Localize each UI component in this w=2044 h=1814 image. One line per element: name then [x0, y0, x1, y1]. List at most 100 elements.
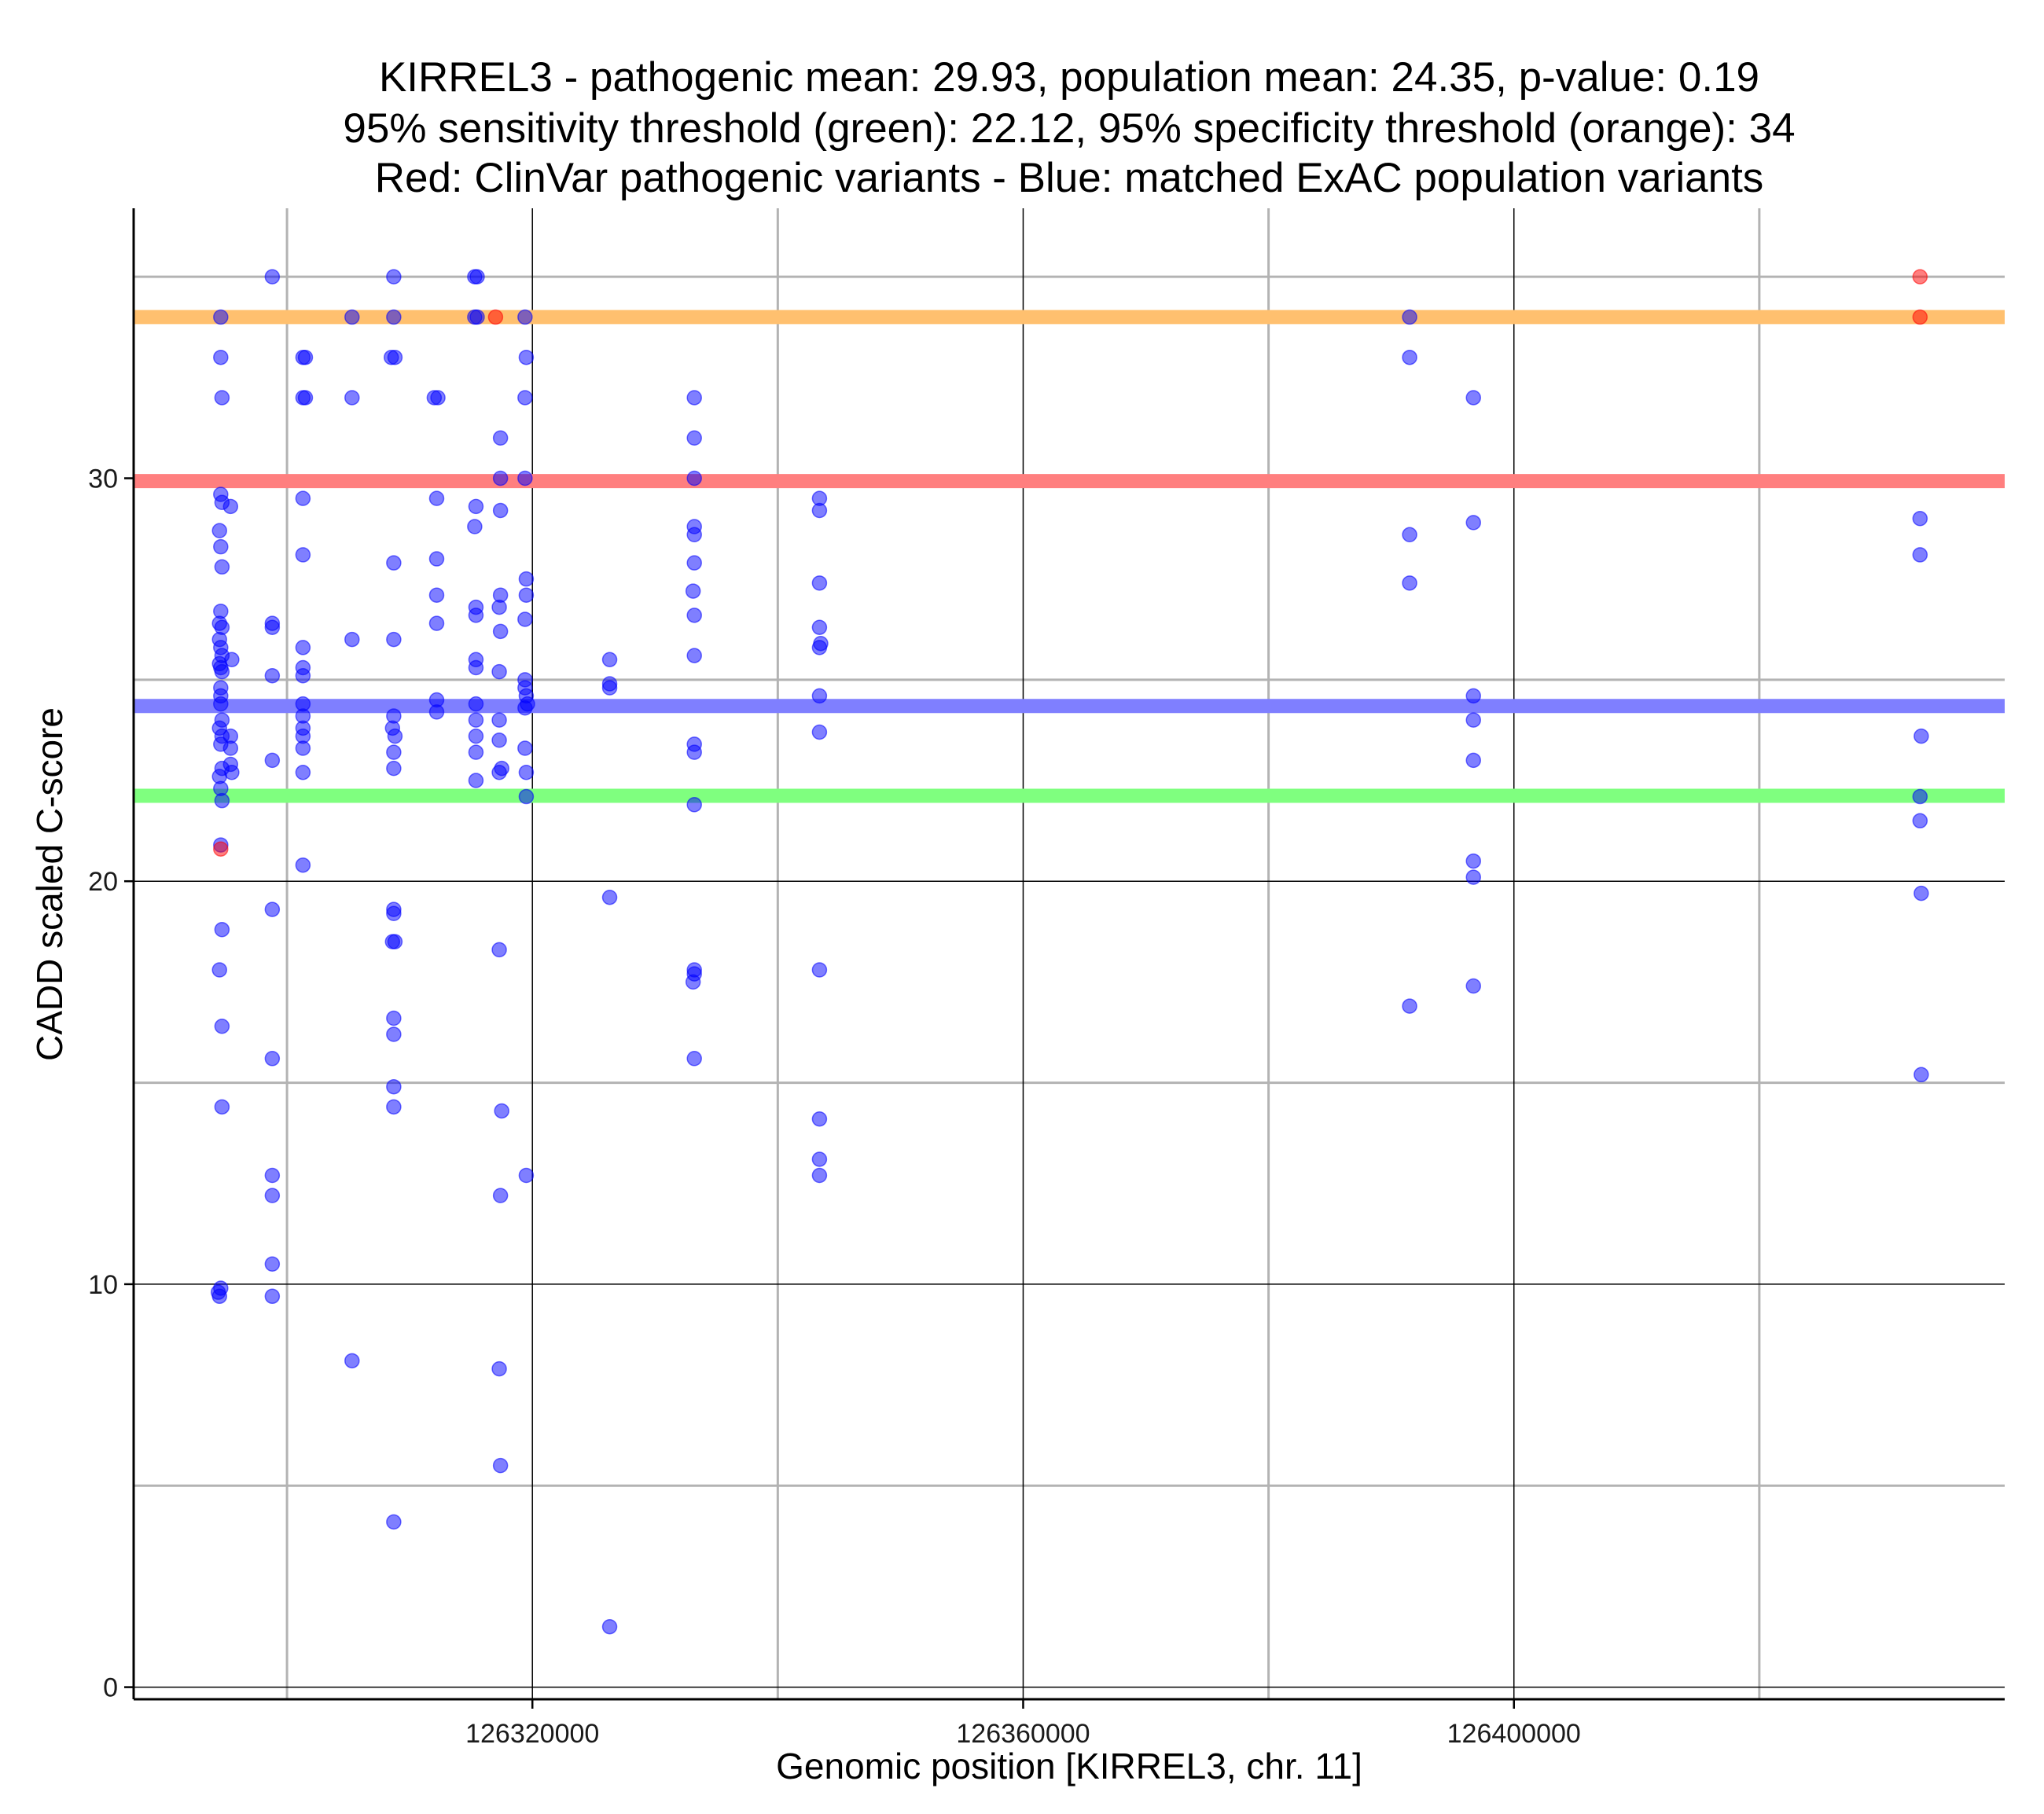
population-variant-point: [811, 640, 828, 655]
population-variant-point: [1465, 515, 1481, 531]
population-variant-point: [428, 704, 445, 720]
population-variant-point: [469, 269, 485, 285]
population-variant-point: [492, 1457, 509, 1474]
population-variant-point: [601, 652, 618, 667]
population-variant-point: [518, 788, 535, 805]
population-variant-point: [517, 611, 533, 627]
population-variant-point: [686, 1051, 702, 1067]
population-variant-point: [1402, 527, 1417, 543]
population-variant-point: [428, 551, 445, 567]
population-variant-point: [1402, 349, 1417, 365]
grid-lines: [134, 208, 2005, 1699]
population-variant-point: [386, 1514, 402, 1530]
population-variant-point: [264, 1167, 281, 1184]
population-variant-point: [214, 1019, 230, 1034]
population-variant-point: [811, 1111, 828, 1127]
pathogenic-variant-point: [213, 841, 229, 857]
chart-title-line-2: 95% sensitivity threshold (green): 22.12…: [343, 105, 1796, 152]
threshold-lines: [134, 310, 2005, 803]
population-variant-point: [1465, 390, 1481, 406]
population-variant-point: [686, 797, 702, 813]
population-variant-point: [213, 538, 229, 555]
population-variant-point: [517, 470, 533, 487]
chart-title-line-3: Red: ClinVar pathogenic variants - Blue:…: [374, 155, 1764, 201]
population-variant-point: [213, 349, 229, 365]
population-variant-point: [491, 733, 507, 748]
population-variant-point: [1465, 752, 1481, 769]
pathogenic-variant-point: [1912, 309, 1928, 325]
population-variant-point: [686, 430, 702, 446]
population-variant-point: [811, 1167, 828, 1184]
population-variant-point: [518, 765, 535, 780]
population-variant-point: [428, 615, 445, 631]
population-variant-point: [213, 309, 229, 325]
population-variant-point: [517, 740, 533, 756]
population-variant-point: [811, 962, 828, 978]
population-variant-point: [601, 889, 618, 905]
axes: 126320000 126360000 126400000 0 10 20 30: [88, 208, 2005, 1749]
x-tick-label: 126320000: [465, 1719, 599, 1749]
population-variant-point: [467, 519, 483, 534]
population-variant-point: [222, 740, 239, 756]
population-variant-point: [468, 773, 484, 788]
population-variant-point: [214, 663, 230, 680]
y-tick-label: 0: [103, 1673, 118, 1703]
population-variant-point: [811, 688, 828, 704]
population-variant-point: [264, 1188, 281, 1203]
population-variant-point: [517, 309, 533, 325]
population-variant-point: [468, 728, 484, 744]
population-variant-point: [297, 349, 314, 365]
population-variant-point: [468, 712, 484, 728]
population-variant-point: [492, 430, 509, 446]
population-variant-point: [468, 744, 484, 760]
population-variant-point: [295, 720, 311, 736]
population-variant-point: [811, 619, 828, 635]
population-variant-point: [685, 583, 701, 599]
population-variant-point: [811, 575, 828, 591]
population-variant-point: [468, 608, 484, 623]
population-variant-point: [686, 648, 702, 663]
population-variant-point: [491, 1360, 507, 1377]
population-variant-point: [468, 498, 484, 515]
population-variant-point: [1912, 788, 1928, 805]
population-variant-point: [601, 680, 618, 696]
population-variant-point: [686, 608, 702, 623]
x-axis-label: Genomic position [KIRREL3, chr. 11]: [776, 1746, 1362, 1786]
population-variant-point: [386, 631, 402, 648]
population-variant-point: [295, 857, 311, 873]
x-tick-label: 126360000: [956, 1719, 1090, 1749]
population-variant-point: [387, 728, 403, 744]
population-variant-point: [344, 390, 360, 406]
population-variant-point: [428, 587, 445, 603]
y-tick-label: 10: [88, 1270, 118, 1300]
population-variant-point: [811, 502, 828, 519]
population-variant-point: [264, 667, 281, 684]
population-variant-point: [491, 942, 507, 958]
population-variant-point: [386, 1010, 402, 1026]
population-variant-point: [1913, 728, 1929, 744]
population-variant-point: [295, 547, 311, 563]
population-variant-point: [1465, 869, 1481, 885]
y-tick-label: 30: [88, 465, 118, 494]
population-variant-point: [213, 1280, 229, 1296]
population-variant-point: [264, 1051, 281, 1067]
x-tick-label: 126400000: [1447, 1719, 1581, 1749]
population-variant-point: [686, 470, 702, 487]
population-variant-point: [601, 1618, 618, 1635]
population-variant-point: [686, 390, 702, 406]
data-points: [210, 269, 1929, 1635]
population-variant-point: [492, 1188, 509, 1203]
population-variant-point: [1912, 511, 1928, 527]
population-variant-point: [214, 921, 230, 938]
population-variant-point: [213, 696, 229, 712]
population-variant-point: [295, 640, 311, 655]
pathogenic-variant-point: [487, 309, 504, 325]
population-variant-point: [469, 309, 485, 325]
population-variant-point: [430, 390, 446, 406]
population-variant-point: [386, 1078, 402, 1095]
population-variant-point: [1913, 885, 1929, 901]
population-variant-point: [686, 744, 702, 760]
population-variant-point: [491, 599, 507, 615]
population-variant-point: [468, 659, 484, 676]
